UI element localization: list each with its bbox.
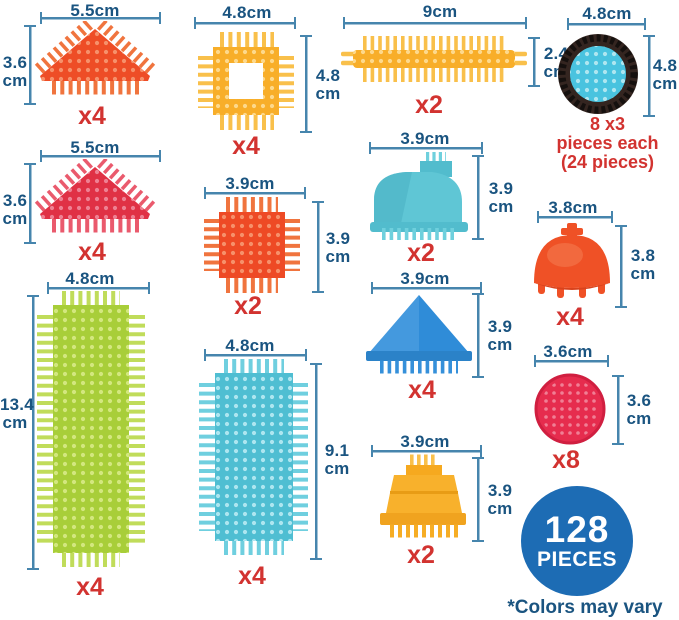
width-dimension-line: [343, 17, 527, 29]
width-dimension-line: [534, 355, 609, 367]
width-label: 9cm: [422, 2, 458, 21]
width-dimension-line: [40, 150, 161, 162]
height-dimension-line: [300, 35, 312, 133]
height-dimension-line: [472, 457, 484, 542]
height-label: 3.8 cm: [630, 246, 656, 283]
width-dimension-line: [194, 17, 296, 29]
height-label: 3.6 cm: [626, 391, 652, 428]
width-label: 4.8cm: [582, 4, 632, 23]
height-label: 4.8 cm: [652, 56, 678, 93]
square-orange-image: [204, 197, 300, 293]
height-label: 3.9 cm: [325, 229, 351, 266]
width-dimension-line: [40, 12, 161, 24]
total-pieces-badge: 128 PIECES: [521, 486, 633, 596]
count-label: x4: [408, 376, 436, 404]
wheel-image: [558, 34, 638, 114]
height-dimension-line: [528, 37, 540, 87]
wheel-count-note: 8 x3 pieces each (24 pieces): [556, 114, 659, 172]
rect-blue-image: [199, 359, 308, 555]
height-dimension-line: [472, 155, 484, 240]
width-dimension-line: [204, 187, 306, 199]
count-label: x4: [76, 573, 104, 601]
height-label: 9.1 cm: [324, 441, 350, 478]
count-label: x2: [407, 541, 435, 569]
triangle-orange-image: [33, 21, 157, 95]
count-label: x4: [78, 238, 106, 266]
round-red-image: [534, 373, 606, 445]
count-label: x4: [238, 562, 266, 590]
count-label: x2: [234, 292, 262, 320]
count-label: x4: [78, 102, 106, 130]
height-dimension-line: [615, 225, 627, 308]
height-label: 3.6 cm: [2, 191, 28, 228]
count-label: x2: [415, 91, 443, 119]
width-label: 4.8cm: [222, 3, 272, 22]
height-dimension-line: [24, 163, 36, 244]
height-label: 3.9 cm: [487, 481, 513, 518]
width-dimension-line: [567, 18, 646, 30]
count-label: x4: [556, 303, 584, 331]
height-label: 3.9 cm: [488, 179, 514, 216]
total-pieces-number: 128: [544, 508, 610, 550]
height-dimension-line: [472, 293, 484, 378]
half-cylinder-blue-image: [370, 152, 468, 240]
height-dimension-line: [643, 35, 655, 117]
height-label: 3.9 cm: [487, 317, 513, 354]
count-label: x2: [407, 239, 435, 267]
width-dimension-line: [371, 445, 482, 457]
height-dimension-line: [27, 295, 39, 570]
rect-green-image: [37, 291, 145, 567]
triangle-red-image: [33, 159, 157, 233]
height-dimension-line: [612, 375, 624, 445]
width-dimension-line: [371, 282, 482, 294]
height-dimension-line: [24, 25, 36, 105]
square-frame-yellow-image: [198, 32, 294, 130]
block-yellow-image: [380, 454, 466, 538]
height-dimension-line: [312, 201, 324, 293]
dome-orange-image: [534, 223, 610, 298]
total-pieces-label: PIECES: [536, 547, 618, 571]
height-label: 3.6 cm: [2, 53, 28, 90]
height-label: 4.8 cm: [315, 66, 341, 103]
height-dimension-line: [310, 363, 322, 560]
height-label: 13.4 cm: [0, 395, 34, 432]
width-dimension-line: [204, 349, 307, 361]
strip-yellow-image: [341, 36, 527, 82]
width-dimension-line: [537, 211, 613, 223]
cone-blue-image: [366, 295, 472, 374]
width-dimension-line: [369, 142, 483, 154]
count-label: x8: [552, 446, 580, 474]
count-label: x4: [232, 132, 260, 160]
colors-may-vary-footnote: *Colors may vary: [507, 597, 663, 618]
